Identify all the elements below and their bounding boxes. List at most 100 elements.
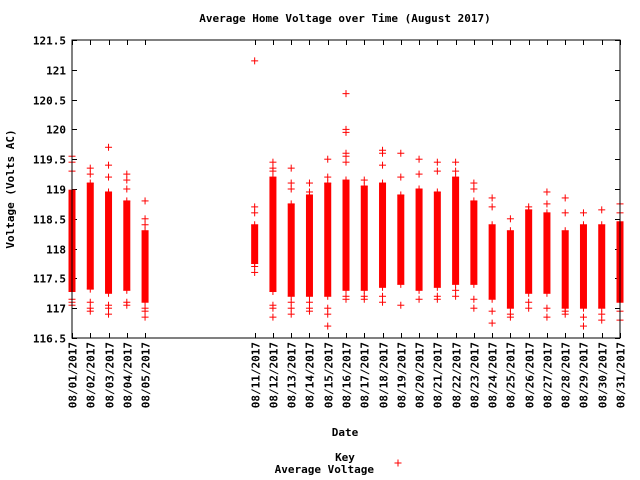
data-point [470,197,478,205]
data-point [525,203,533,211]
data-point [470,185,478,193]
data-point [379,292,387,300]
data-point [287,200,295,208]
data-point [506,310,514,318]
data-point [251,209,259,217]
data-point [488,203,496,211]
data-point [324,155,332,163]
data-point [579,313,587,321]
x-tick-label: 08/12/2017 [268,342,281,408]
voltage-band [305,194,313,297]
data-point [543,304,551,312]
voltage-band [251,224,259,264]
data-point [397,191,405,199]
data-point [470,295,478,303]
data-point [269,173,277,181]
data-point [123,197,131,205]
data-point [123,298,131,306]
data-point [342,152,350,160]
data-point [251,57,259,65]
y-tick-label: 120 [46,124,66,137]
x-axis-ticks: 08/01/2017 08/02/2017 08/03/2017 08/04/2017… [67,40,628,408]
data-point [141,304,149,312]
voltage-band [598,224,606,309]
y-tick-label: 121 [46,65,66,78]
chart-title: Average Home Voltage over Time (August 2… [199,12,490,25]
data-point [141,313,149,321]
data-point [105,301,113,309]
data-point [561,194,569,202]
data-point [470,304,478,312]
data-point [561,307,569,315]
data-point [598,304,606,312]
x-tick-label: 08/21/2017 [432,342,445,408]
x-tick-label: 08/01/2017 [67,342,80,408]
data-point [488,194,496,202]
y-tick-label: 121.5 [33,35,66,48]
data-point [397,149,405,157]
data-point [433,188,441,196]
data-point [342,158,350,166]
x-tick-label: 08/20/2017 [414,342,427,408]
data-point [506,304,514,312]
data-point [525,289,533,297]
y-axis-ticks: 116.5 117 117.5 118 118.5 119 119.5 120 120.5 121… [33,35,620,346]
voltage-band [342,180,350,291]
data-point [360,295,368,303]
data-point [452,158,460,166]
data-point [470,280,478,288]
y-axis-label: Voltage (Volts AC) [4,129,17,248]
data-point [86,164,94,172]
voltage-band [543,212,551,294]
y-tick-label: 120.5 [33,95,66,108]
data-point [251,262,259,270]
data-point [579,322,587,330]
data-point [579,304,587,312]
data-point [86,285,94,293]
data-point [123,170,131,178]
data-point [598,206,606,214]
x-tick-label: 08/02/2017 [85,342,98,408]
data-point [561,209,569,217]
data-point [379,283,387,291]
data-point [452,173,460,181]
data-point [123,185,131,193]
voltage-band [506,230,514,309]
x-tick-label: 08/29/2017 [578,342,591,408]
voltage-band [433,191,441,288]
voltage-band [360,186,368,291]
x-tick-label: 08/15/2017 [323,342,336,408]
data-point [415,295,423,303]
x-axis-label: Date [332,426,359,439]
data-point [105,173,113,181]
data-point [141,215,149,223]
voltage-band [561,230,569,309]
data-point [543,200,551,208]
legend-marker-icon [394,459,402,467]
data-point [305,292,313,300]
voltage-band [488,224,496,300]
voltage-band [525,209,533,294]
x-tick-label: 08/23/2017 [469,342,482,408]
data-point [141,221,149,229]
data-point [598,316,606,324]
data-point [506,227,514,235]
y-tick-label: 118.5 [33,214,66,227]
data-point [415,286,423,294]
data-point [251,203,259,211]
data-point [543,289,551,297]
x-tick-label: 08/27/2017 [542,342,555,408]
data-point [433,292,441,300]
x-tick-label: 08/19/2017 [396,342,409,408]
data-point [525,298,533,306]
data-point [379,298,387,306]
data-point [105,143,113,151]
data-point [470,179,478,187]
voltage-band [470,200,478,285]
x-tick-label: 08/05/2017 [140,342,153,408]
x-tick-label: 08/11/2017 [250,342,263,408]
x-tick-label: 08/13/2017 [286,342,299,408]
data-point [379,179,387,187]
legend-entry-label: Average Voltage [275,463,375,476]
data-point [123,286,131,294]
